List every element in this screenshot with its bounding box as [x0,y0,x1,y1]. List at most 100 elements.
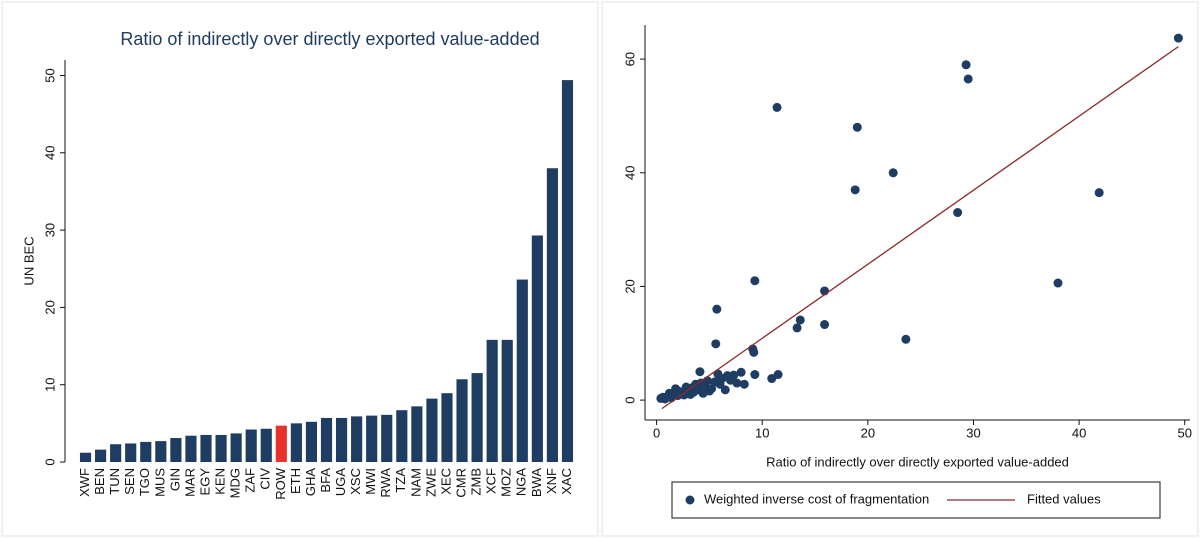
x-tick-label: MAR [182,468,197,497]
chart-title: Ratio of indirectly over directly export… [120,29,539,49]
x-tick-label: MDG [228,468,243,498]
bar [290,423,302,462]
bar [456,379,468,462]
x-tick-label: GIN [167,468,182,491]
point [795,315,805,325]
bar [140,441,152,462]
bar [561,80,574,462]
point [850,185,860,195]
point [729,370,739,380]
point [792,323,802,333]
bar [245,429,257,462]
x-tick-label: SEN [122,468,137,495]
point [1053,278,1063,288]
x-tick-label: ETH [288,468,303,494]
bar [230,433,242,462]
y-tick-label: 60 [622,52,637,66]
x-tick-label: ROW [273,467,288,500]
x-tick-label: CMR [453,468,468,498]
bar [426,398,438,462]
x-tick-label: 30 [966,425,980,440]
x-tick-label: 20 [861,425,875,440]
bar [305,421,318,462]
x-tick-label: GHA [303,468,318,497]
x-tick-label: NAM [408,468,423,497]
bar [125,443,137,462]
bar [516,279,528,462]
point [749,347,759,357]
bar [275,425,287,462]
bar [185,435,197,462]
point [1094,188,1104,198]
bar [366,415,378,462]
y-tick-label: 40 [622,166,637,180]
x-tick-label: XNF [544,468,559,494]
legend-symbol [685,495,695,505]
y-tick-label: 20 [622,279,637,293]
point [707,384,717,394]
y-tick-label: 10 [42,377,57,391]
x-tick-label: 50 [1177,425,1191,440]
bar [155,441,167,462]
point [901,334,911,344]
x-axis-label: Ratio of indirectly over directly export… [766,454,1069,469]
point [736,367,746,377]
point [695,367,705,377]
bar [486,339,498,462]
y-tick-label: 40 [42,146,57,160]
x-tick-label: MOZ [499,468,514,497]
x-tick-label: UGA [333,468,348,497]
legend-box [671,481,1161,519]
point [712,304,722,314]
point [963,74,973,84]
point [720,385,730,395]
x-tick-label: NGA [514,468,529,497]
x-tick-label: TUN [107,468,122,495]
x-tick-label: BEN [92,468,107,495]
bar [200,434,212,462]
bar [215,434,227,462]
point [750,276,760,286]
point [961,60,971,70]
fitted-line [661,46,1179,410]
bar [260,428,272,462]
legend-label: Fitted values [1027,491,1101,506]
y-axis-label: UN BEC [21,236,36,285]
x-tick-label: XWF [77,468,92,497]
x-tick-label: MUS [152,468,167,497]
point [732,378,742,388]
bar [320,417,333,462]
x-tick-label: XEC [438,468,453,495]
x-tick-label: BFA [318,468,333,493]
bar [411,406,423,462]
bar [170,438,182,462]
right-panel [601,1,1199,537]
y-tick-label: 0 [622,396,637,403]
y-tick-label: 50 [42,68,57,82]
bar [79,452,92,462]
x-tick-label: EGY [197,468,212,496]
x-tick-label: KEN [213,468,228,495]
bar [110,444,122,462]
bar [381,414,393,462]
x-tick-label: CIV [258,468,273,490]
point [953,208,963,218]
x-tick-label: ZAF [243,468,258,493]
point [750,370,760,380]
bar [501,339,513,462]
point [820,320,830,330]
point [739,379,749,389]
point [852,122,862,132]
x-tick-label: 0 [653,425,660,440]
y-tick-label: 0 [42,458,57,465]
x-tick-label: BWA [529,468,544,497]
x-tick-label: ZWE [423,468,438,497]
point [711,339,721,349]
x-tick-label: 40 [1072,425,1086,440]
x-tick-label: XSC [348,468,363,495]
bar [531,235,543,462]
point [767,374,777,384]
y-tick-label: 20 [42,300,57,314]
x-tick-label: XAC [559,468,574,495]
